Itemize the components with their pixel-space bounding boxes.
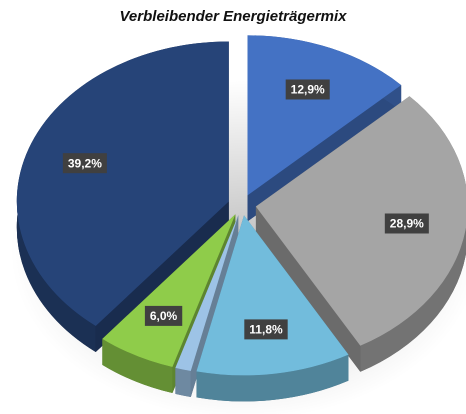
label-background xyxy=(384,213,429,234)
slice-side xyxy=(360,96,466,372)
slice xyxy=(247,35,402,196)
slice-side xyxy=(102,338,173,394)
slice-wall xyxy=(95,41,229,353)
slice-side xyxy=(196,354,349,402)
slice xyxy=(102,214,236,368)
slice-wall xyxy=(247,35,402,222)
label-background xyxy=(244,319,288,340)
slice xyxy=(175,215,239,372)
data-label: 6,0% xyxy=(150,309,178,323)
data-label-box xyxy=(62,153,107,174)
data-label-box xyxy=(244,319,288,340)
slice xyxy=(255,96,466,346)
chart-title: Verbleibender Energieträgermix xyxy=(119,8,347,25)
data-label-box xyxy=(285,79,330,100)
data-label-box xyxy=(144,305,183,326)
data-label: 12,9% xyxy=(291,83,325,97)
data-label-box xyxy=(384,213,429,234)
data-label: 28,9% xyxy=(390,217,424,231)
data-label: 39,2% xyxy=(68,156,102,170)
slice-side xyxy=(175,367,191,398)
label-background xyxy=(62,153,107,174)
label-background xyxy=(144,305,183,326)
slice xyxy=(196,215,349,376)
label-background xyxy=(285,79,330,100)
data-label: 11,8% xyxy=(249,323,283,337)
slice xyxy=(16,41,229,327)
